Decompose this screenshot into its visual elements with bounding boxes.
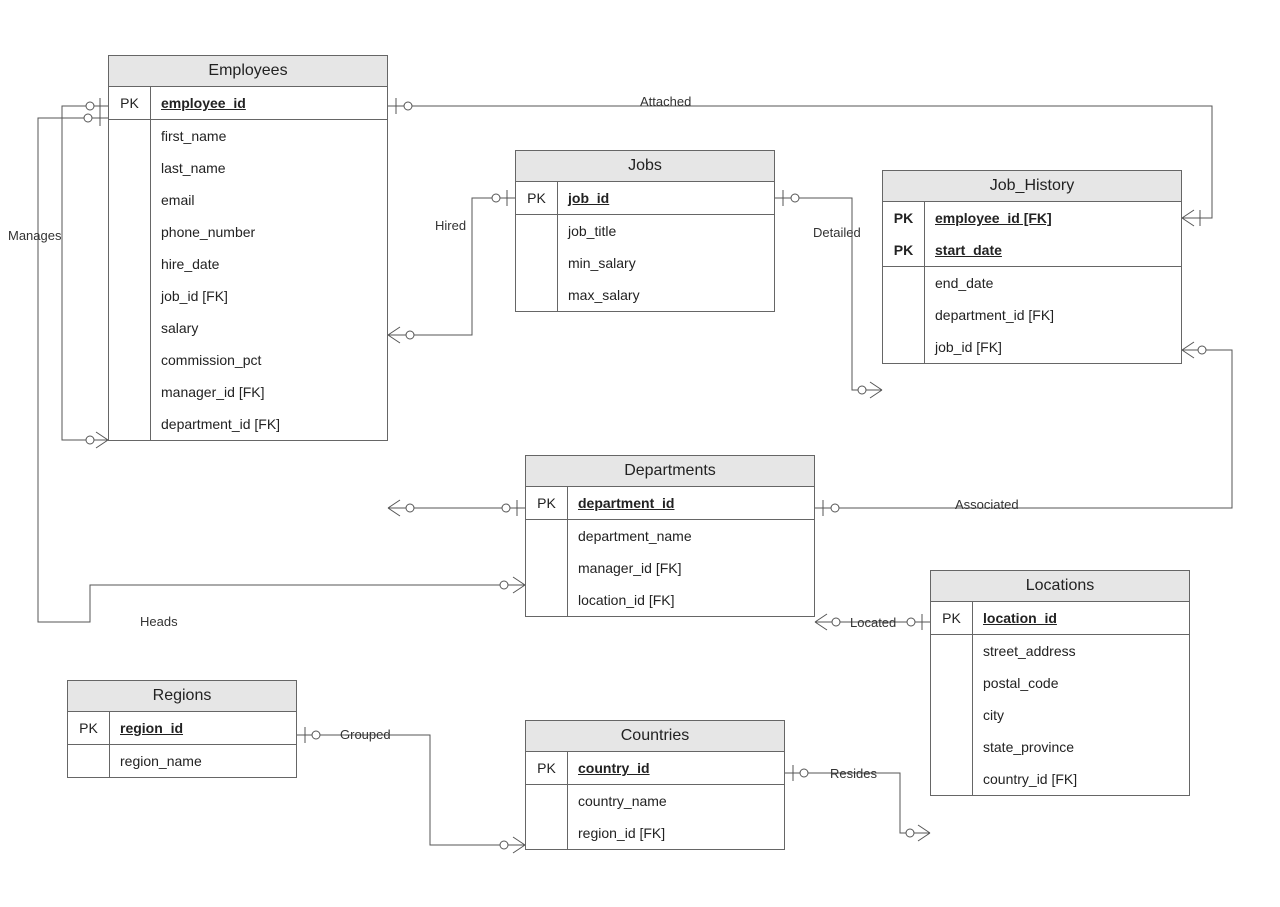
edge-label-hired: Hired	[435, 218, 466, 233]
field: location_id	[973, 604, 1189, 632]
field: hire_date	[151, 250, 387, 278]
field: city	[973, 701, 1189, 729]
field: department_id [FK]	[151, 410, 387, 438]
field: street_address	[973, 637, 1189, 665]
entity-countries: Countries PK country_id country_name reg…	[525, 720, 785, 850]
field: region_name	[110, 747, 296, 775]
field: first_name	[151, 122, 387, 150]
field: region_id [FK]	[568, 819, 784, 847]
entity-title: Employees	[109, 56, 387, 87]
field: min_salary	[558, 249, 774, 277]
field: manager_id [FK]	[568, 554, 814, 582]
entity-title: Job_History	[883, 171, 1181, 202]
field: department_name	[568, 522, 814, 550]
edge-label-manages: Manages	[8, 228, 61, 243]
edge-label-grouped: Grouped	[340, 727, 391, 742]
pk-label: PK	[109, 89, 150, 117]
edge-label-associated: Associated	[955, 497, 1019, 512]
entity-title: Countries	[526, 721, 784, 752]
field: country_id	[568, 754, 784, 782]
pk-label: PK	[526, 489, 567, 517]
pk-label: PK	[883, 236, 924, 264]
entity-title: Regions	[68, 681, 296, 712]
edge-label-attached: Attached	[640, 94, 691, 109]
entity-title: Jobs	[516, 151, 774, 182]
pk-label: PK	[526, 754, 567, 782]
field: start_date	[925, 236, 1181, 264]
entity-job-history: Job_History PK PK employee_id [FK] start…	[882, 170, 1182, 364]
er-diagram-canvas: Employees PK employee_id first_name last…	[0, 0, 1280, 907]
pk-label: PK	[68, 714, 109, 742]
edge-label-located: Located	[850, 615, 896, 630]
entity-locations: Locations PK location_id street_address …	[930, 570, 1190, 796]
field: region_id	[110, 714, 296, 742]
field: department_id [FK]	[925, 301, 1181, 329]
field: country_id [FK]	[973, 765, 1189, 793]
entity-title: Locations	[931, 571, 1189, 602]
field: country_name	[568, 787, 784, 815]
entity-departments: Departments PK department_id department_…	[525, 455, 815, 617]
field: job_title	[558, 217, 774, 245]
pk-label: PK	[931, 604, 972, 632]
field: location_id [FK]	[568, 586, 814, 614]
field: phone_number	[151, 218, 387, 246]
field: last_name	[151, 154, 387, 182]
field: employee_id	[151, 89, 387, 117]
pk-label: PK	[516, 184, 557, 212]
field: max_salary	[558, 281, 774, 309]
field: email	[151, 186, 387, 214]
entity-jobs: Jobs PK job_id job_title min_salary max_…	[515, 150, 775, 312]
field: postal_code	[973, 669, 1189, 697]
field: manager_id [FK]	[151, 378, 387, 406]
edge-label-detailed: Detailed	[813, 225, 861, 240]
entity-employees: Employees PK employee_id first_name last…	[108, 55, 388, 441]
field: state_province	[973, 733, 1189, 761]
field: salary	[151, 314, 387, 342]
field: department_id	[568, 489, 814, 517]
pk-label: PK	[883, 204, 924, 232]
edge-label-heads: Heads	[140, 614, 178, 629]
entity-title: Departments	[526, 456, 814, 487]
edge-label-resides: Resides	[830, 766, 877, 781]
field: job_id [FK]	[925, 333, 1181, 361]
field: job_id [FK]	[151, 282, 387, 310]
field: commission_pct	[151, 346, 387, 374]
field: end_date	[925, 269, 1181, 297]
entity-regions: Regions PK region_id region_name	[67, 680, 297, 778]
field: employee_id [FK]	[925, 204, 1181, 232]
field: job_id	[558, 184, 774, 212]
